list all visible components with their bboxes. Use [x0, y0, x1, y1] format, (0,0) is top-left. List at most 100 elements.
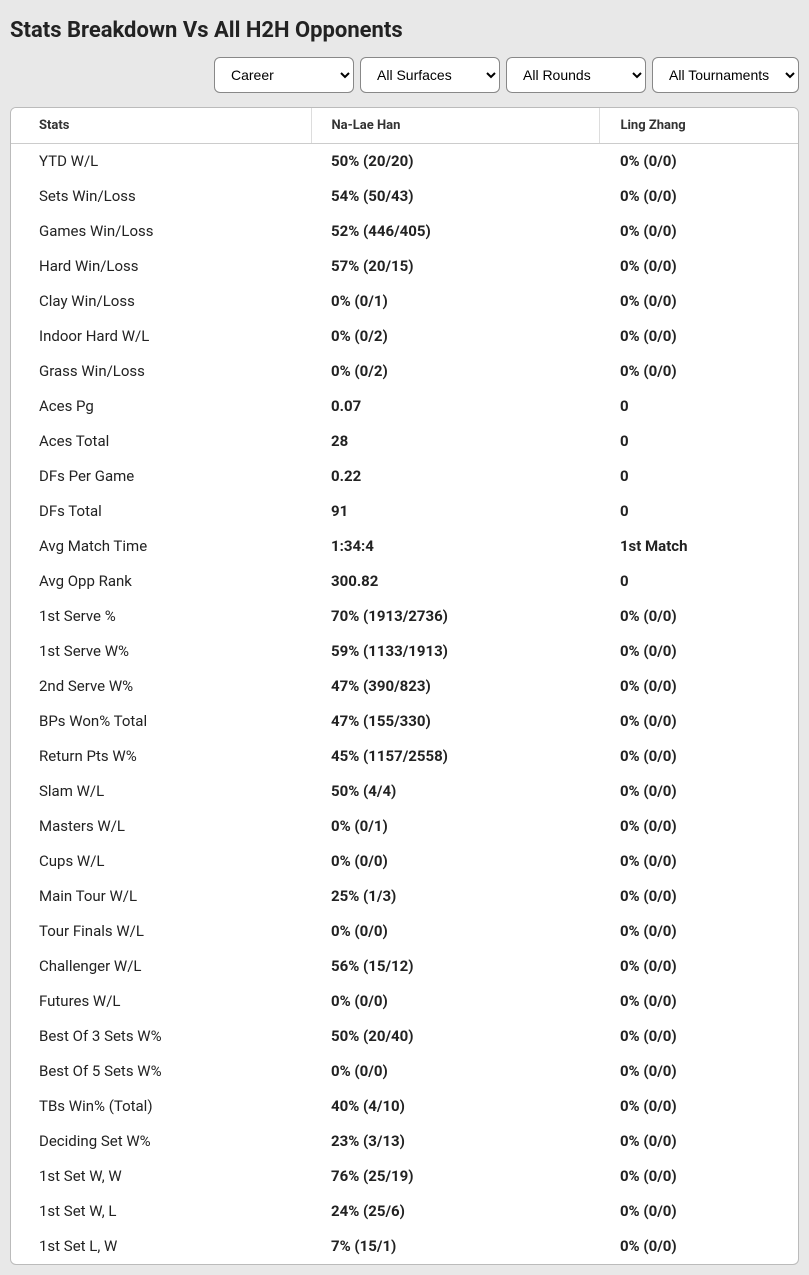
- table-row: Futures W/L0% (0/0)0% (0/0): [11, 984, 798, 1019]
- stat-label: Indoor Hard W/L: [11, 319, 311, 354]
- stat-label: Games Win/Loss: [11, 214, 311, 249]
- stat-label: DFs Per Game: [11, 459, 311, 494]
- table-row: Slam W/L50% (4/4)0% (0/0): [11, 774, 798, 809]
- table-row: Masters W/L0% (0/1)0% (0/0): [11, 809, 798, 844]
- table-row: Avg Match Time1:34:41st Match: [11, 529, 798, 564]
- stat-value-player2: 0% (0/0): [600, 284, 798, 319]
- stat-value-player1: 0% (0/0): [311, 1054, 600, 1089]
- table-row: YTD W/L50% (20/20)0% (0/0): [11, 144, 798, 179]
- stat-value-player2: 0: [600, 494, 798, 529]
- stat-label: Aces Pg: [11, 389, 311, 424]
- stat-value-player1: 52% (446/405): [311, 214, 600, 249]
- table-row: Challenger W/L56% (15/12)0% (0/0): [11, 949, 798, 984]
- stat-label: Hard Win/Loss: [11, 249, 311, 284]
- tournament-select[interactable]: All Tournaments: [652, 57, 799, 93]
- stat-label: Sets Win/Loss: [11, 179, 311, 214]
- stat-value-player1: 50% (20/20): [311, 144, 600, 179]
- stat-value-player2: 0% (0/0): [600, 1089, 798, 1124]
- stat-value-player2: 0% (0/0): [600, 1124, 798, 1159]
- table-row: DFs Total910: [11, 494, 798, 529]
- stat-label: 1st Set L, W: [11, 1229, 311, 1264]
- table-row: Sets Win/Loss54% (50/43)0% (0/0): [11, 179, 798, 214]
- stat-label: DFs Total: [11, 494, 311, 529]
- period-select[interactable]: Career: [214, 57, 354, 93]
- stat-label: 1st Set W, L: [11, 1194, 311, 1229]
- surface-select[interactable]: All Surfaces: [360, 57, 500, 93]
- stat-value-player2: 0% (0/0): [600, 669, 798, 704]
- stat-value-player1: 0% (0/0): [311, 914, 600, 949]
- stat-value-player1: 40% (4/10): [311, 1089, 600, 1124]
- stat-value-player1: 0% (0/2): [311, 354, 600, 389]
- stat-label: TBs Win% (Total): [11, 1089, 311, 1124]
- stat-value-player1: 70% (1913/2736): [311, 599, 600, 634]
- table-row: Deciding Set W%23% (3/13)0% (0/0): [11, 1124, 798, 1159]
- table-row: BPs Won% Total47% (155/330)0% (0/0): [11, 704, 798, 739]
- table-row: Games Win/Loss52% (446/405)0% (0/0): [11, 214, 798, 249]
- stat-value-player1: 24% (25/6): [311, 1194, 600, 1229]
- table-row: Aces Pg0.070: [11, 389, 798, 424]
- stat-label: Avg Opp Rank: [11, 564, 311, 599]
- stat-value-player1: 56% (15/12): [311, 949, 600, 984]
- table-row: 1st Set W, W76% (25/19)0% (0/0): [11, 1159, 798, 1194]
- stat-label: YTD W/L: [11, 144, 311, 179]
- stat-value-player2: 0% (0/0): [600, 984, 798, 1019]
- stat-value-player2: 0% (0/0): [600, 739, 798, 774]
- table-row: 1st Set L, W7% (15/1)0% (0/0): [11, 1229, 798, 1264]
- stat-value-player1: 7% (15/1): [311, 1229, 600, 1264]
- stat-value-player1: 50% (4/4): [311, 774, 600, 809]
- stat-label: 2nd Serve W%: [11, 669, 311, 704]
- stat-value-player2: 0% (0/0): [600, 1054, 798, 1089]
- stat-label: 1st Serve %: [11, 599, 311, 634]
- stat-value-player1: 23% (3/13): [311, 1124, 600, 1159]
- stat-value-player1: 57% (20/15): [311, 249, 600, 284]
- stat-value-player2: 0% (0/0): [600, 179, 798, 214]
- stat-label: Best Of 3 Sets W%: [11, 1019, 311, 1054]
- stat-value-player2: 0% (0/0): [600, 774, 798, 809]
- stat-label: Challenger W/L: [11, 949, 311, 984]
- stat-label: Return Pts W%: [11, 739, 311, 774]
- table-row: Indoor Hard W/L0% (0/2)0% (0/0): [11, 319, 798, 354]
- stat-value-player1: 45% (1157/2558): [311, 739, 600, 774]
- table-row: Aces Total280: [11, 424, 798, 459]
- table-row: DFs Per Game0.220: [11, 459, 798, 494]
- col-header-player1: Na-Lae Han: [311, 108, 600, 144]
- table-row: Best Of 5 Sets W%0% (0/0)0% (0/0): [11, 1054, 798, 1089]
- stat-value-player1: 47% (390/823): [311, 669, 600, 704]
- stat-label: Best Of 5 Sets W%: [11, 1054, 311, 1089]
- stat-label: Avg Match Time: [11, 529, 311, 564]
- stat-value-player1: 0% (0/0): [311, 984, 600, 1019]
- stat-label: Tour Finals W/L: [11, 914, 311, 949]
- table-row: Best Of 3 Sets W%50% (20/40)0% (0/0): [11, 1019, 798, 1054]
- filters-bar: Career All Surfaces All Rounds All Tourn…: [10, 57, 799, 93]
- col-header-player2: Ling Zhang: [600, 108, 798, 144]
- stat-label: Futures W/L: [11, 984, 311, 1019]
- stat-value-player2: 0% (0/0): [600, 634, 798, 669]
- stat-label: 1st Serve W%: [11, 634, 311, 669]
- table-row: 2nd Serve W%47% (390/823)0% (0/0): [11, 669, 798, 704]
- stat-value-player2: 0% (0/0): [600, 879, 798, 914]
- stat-value-player2: 0% (0/0): [600, 1194, 798, 1229]
- stat-value-player2: 1st Match: [600, 529, 798, 564]
- table-row: 1st Serve %70% (1913/2736)0% (0/0): [11, 599, 798, 634]
- page-title: Stats Breakdown Vs All H2H Opponents: [10, 10, 799, 57]
- stat-value-player1: 50% (20/40): [311, 1019, 600, 1054]
- table-row: Tour Finals W/L0% (0/0)0% (0/0): [11, 914, 798, 949]
- table-row: Grass Win/Loss0% (0/2)0% (0/0): [11, 354, 798, 389]
- table-row: TBs Win% (Total)40% (4/10)0% (0/0): [11, 1089, 798, 1124]
- stat-label: Clay Win/Loss: [11, 284, 311, 319]
- stats-table: Stats Na-Lae Han Ling Zhang YTD W/L50% (…: [11, 108, 798, 1264]
- stat-value-player2: 0% (0/0): [600, 1229, 798, 1264]
- stat-value-player2: 0: [600, 459, 798, 494]
- stat-label: Aces Total: [11, 424, 311, 459]
- stat-value-player1: 91: [311, 494, 600, 529]
- round-select[interactable]: All Rounds: [506, 57, 646, 93]
- table-row: Return Pts W%45% (1157/2558)0% (0/0): [11, 739, 798, 774]
- stats-table-container: Stats Na-Lae Han Ling Zhang YTD W/L50% (…: [10, 107, 799, 1265]
- stat-value-player1: 59% (1133/1913): [311, 634, 600, 669]
- stat-value-player2: 0% (0/0): [600, 809, 798, 844]
- stat-value-player2: 0% (0/0): [600, 1019, 798, 1054]
- stat-value-player2: 0% (0/0): [600, 249, 798, 284]
- stat-value-player1: 1:34:4: [311, 529, 600, 564]
- stat-value-player2: 0% (0/0): [600, 914, 798, 949]
- col-header-stats: Stats: [11, 108, 311, 144]
